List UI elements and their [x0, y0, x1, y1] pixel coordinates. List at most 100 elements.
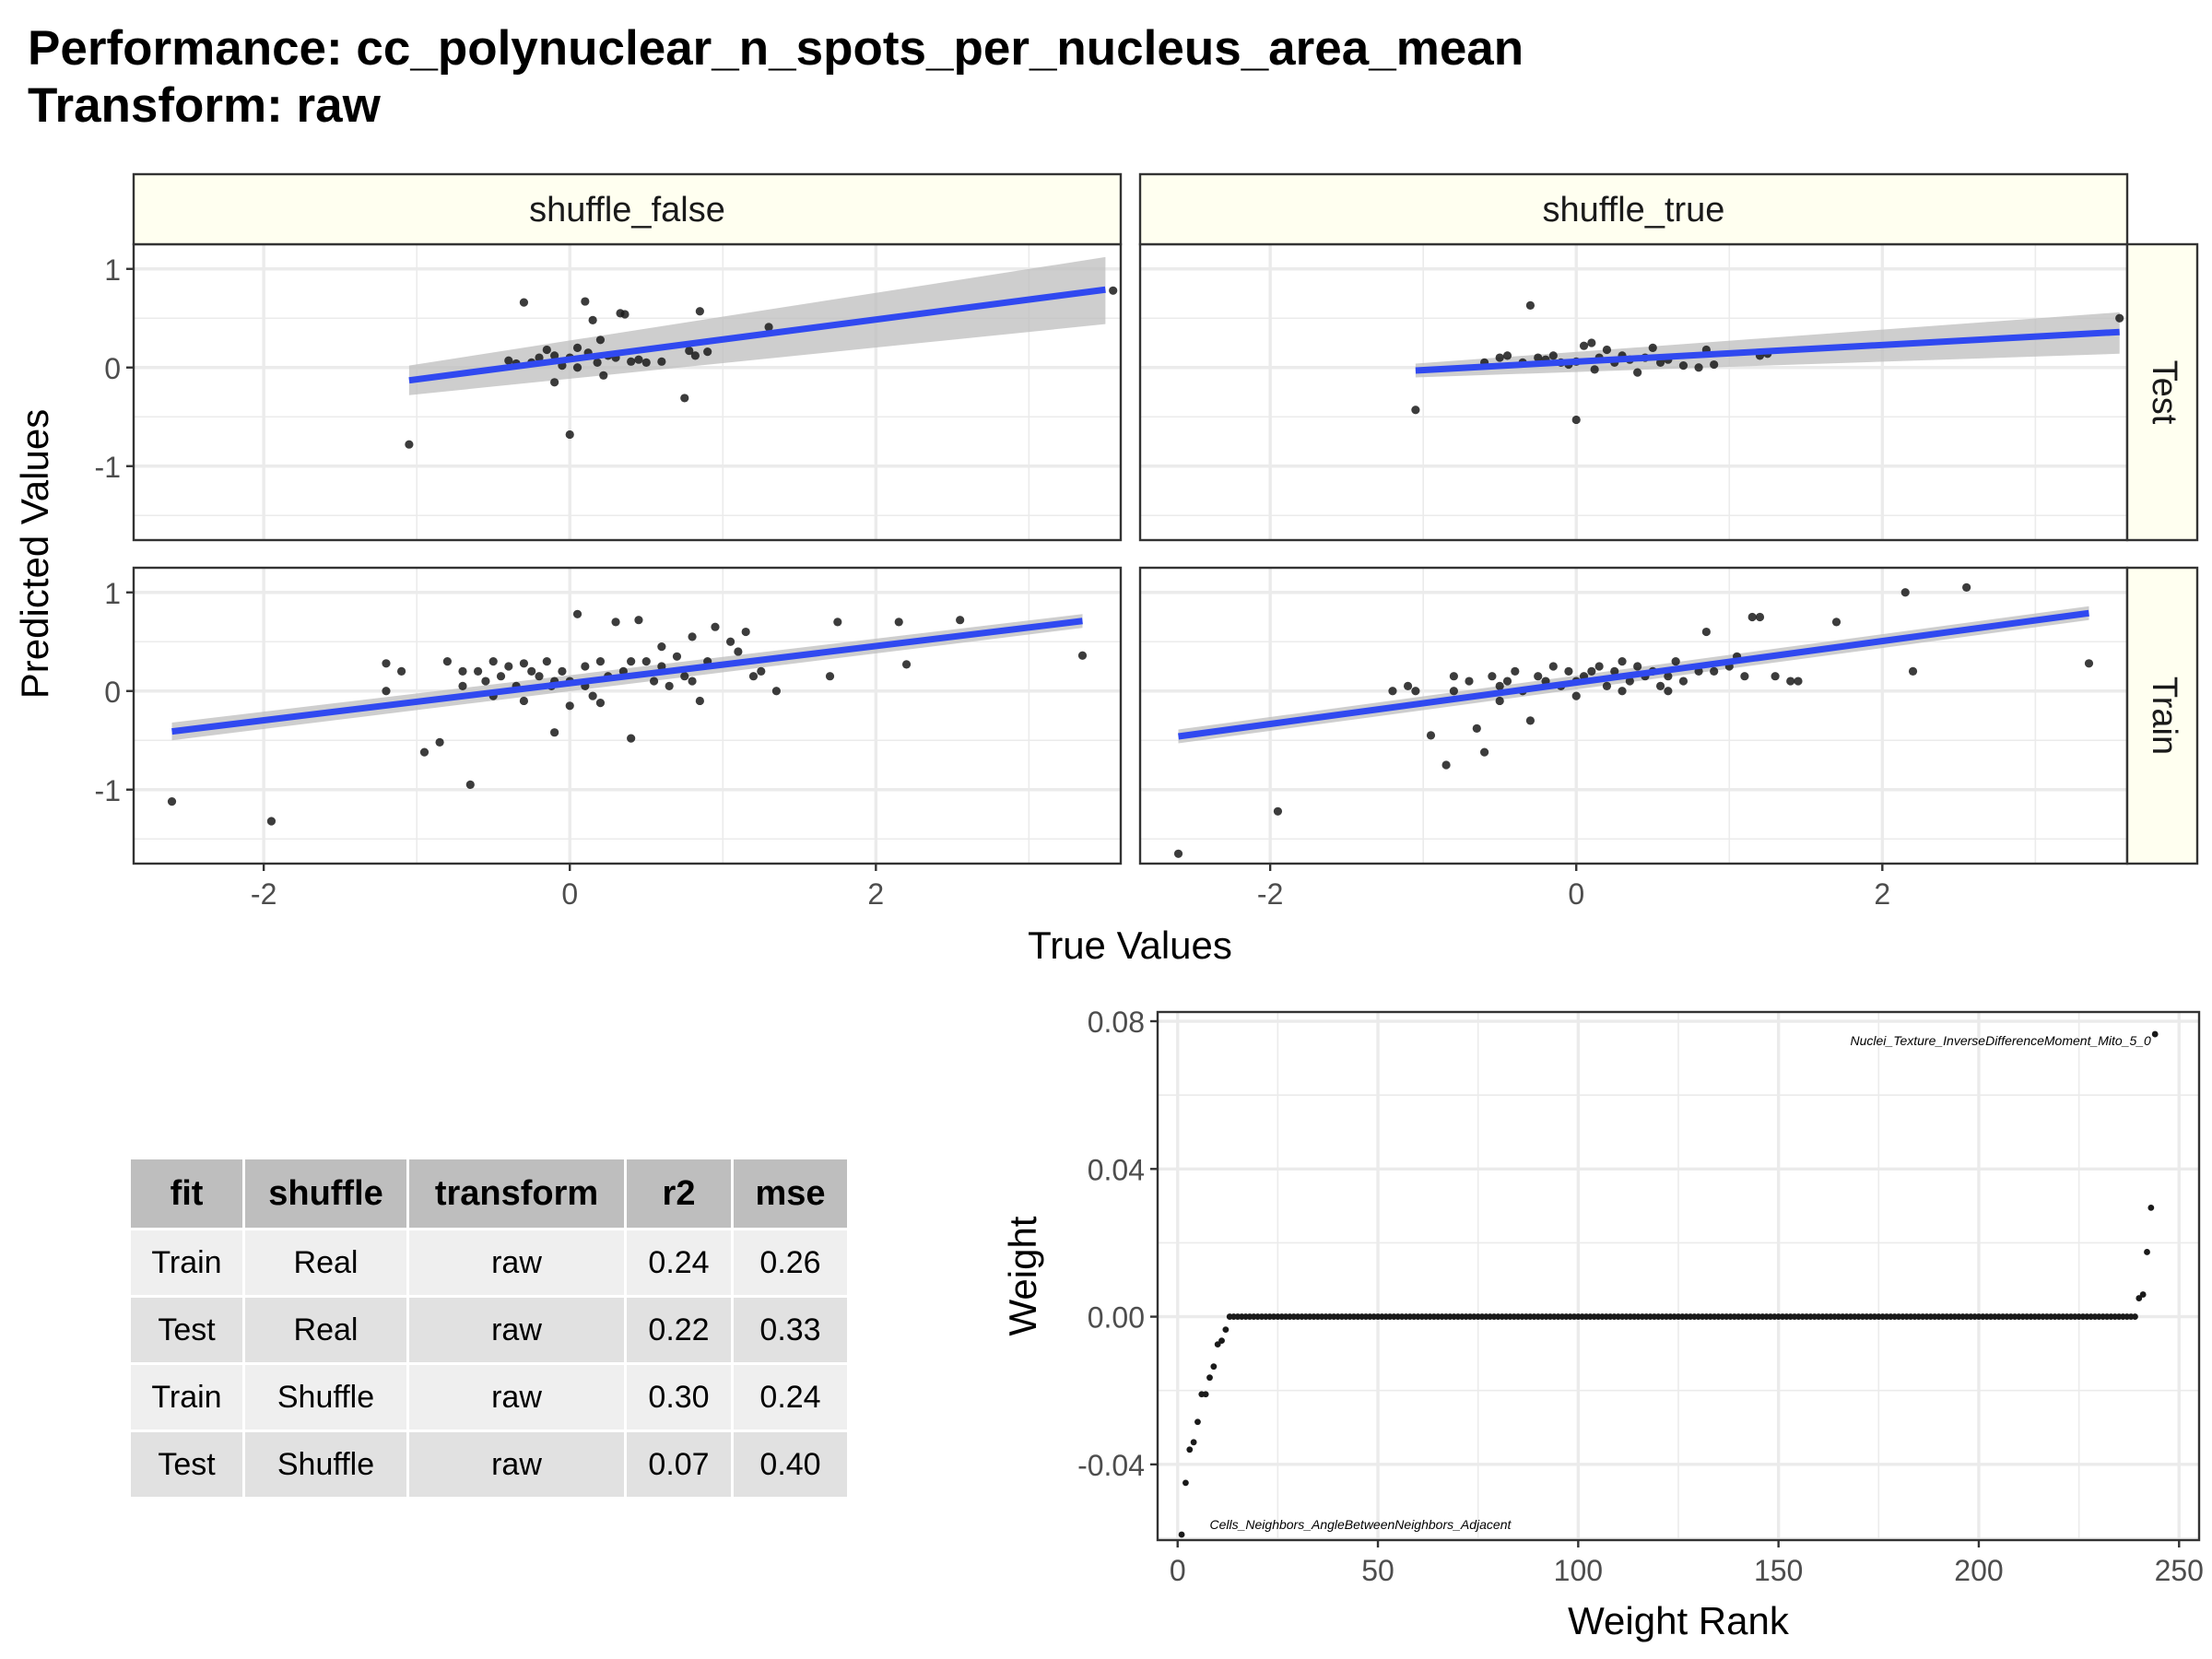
data-point [519, 696, 529, 706]
strip-background [2125, 566, 2199, 865]
table-cell: raw [409, 1298, 627, 1365]
data-point [2084, 659, 2094, 668]
table-cell: Train [131, 1230, 245, 1298]
data-point [725, 637, 735, 646]
x-tick-label: 0 [1568, 877, 1584, 911]
data-point [1525, 716, 1535, 725]
facet-strip-shuffle_true: shuffle_true [1138, 172, 2129, 246]
data-point [1495, 681, 1504, 691]
data-point [1747, 612, 1757, 622]
x-tick-label: 0 [1170, 1554, 1186, 1587]
data-point [167, 796, 177, 806]
table-header-r2: r2 [627, 1159, 734, 1230]
data-point [688, 632, 697, 641]
data-point [1109, 286, 1118, 295]
data-point [627, 734, 636, 743]
facet-row-label: Test [2145, 360, 2183, 425]
data-point [1511, 666, 1520, 676]
table-header-shuffle: shuffle [245, 1159, 409, 1230]
data-point [695, 696, 704, 706]
table-row: Test Shuffle raw 0.07 0.40 [131, 1432, 850, 1500]
table-cell: Real [245, 1298, 409, 1365]
data-point [771, 687, 781, 696]
data-point [1480, 747, 1489, 757]
metrics-table: fit shuffle transform r2 mse Train Real … [131, 1159, 850, 1500]
data-point [649, 677, 659, 686]
panel-background [1140, 244, 2127, 540]
weight-point [1214, 1341, 1221, 1348]
y-tick-label: 1 [104, 253, 121, 287]
table-row: Train Real raw 0.24 0.26 [131, 1230, 850, 1298]
data-point [435, 737, 444, 747]
y-tick-label: 0 [104, 676, 121, 709]
facet-plot: -1 0 1 -1 0 1 -2 0 2 -2 0 2 shuffle_false shuffle_tru… [13, 172, 2199, 967]
data-point [1077, 651, 1088, 660]
y-tick-label: 0 [104, 352, 121, 385]
data-point [1495, 353, 1504, 362]
x-axis-title: True Values [1028, 924, 1232, 967]
data-point [1908, 666, 1918, 676]
table-row: Test Real raw 0.22 0.33 [131, 1298, 850, 1365]
data-point [688, 677, 697, 686]
weight-point [2151, 1030, 2159, 1038]
data-point [1564, 666, 1573, 676]
x-tick-label: 2 [1874, 877, 1890, 911]
data-point [1771, 672, 1780, 681]
title-line-1: Performance: cc_polynuclear_n_spots_per_… [28, 21, 1524, 76]
data-point [1694, 363, 1703, 372]
data-point [1602, 345, 1612, 355]
y-axis-title: Weight [1001, 1216, 1044, 1335]
data-point [1534, 353, 1543, 362]
data-point [711, 622, 720, 631]
data-point [1602, 681, 1612, 691]
data-point [1449, 687, 1458, 696]
weight-point [1210, 1363, 1218, 1371]
data-point [1502, 351, 1512, 360]
data-point [572, 363, 582, 372]
data-point [1590, 365, 1599, 374]
data-point [956, 616, 965, 625]
facet-strip-shuffle_false: shuffle_false [132, 172, 1123, 246]
data-point [419, 747, 429, 757]
data-point [695, 307, 704, 316]
facet-strip-train: Train [2125, 566, 2199, 865]
data-point [757, 666, 766, 676]
data-point [565, 701, 574, 711]
data-point [690, 351, 700, 360]
table-header-mse: mse [734, 1159, 850, 1230]
data-point [748, 672, 759, 681]
table-cell: 0.22 [627, 1298, 734, 1365]
data-point [680, 672, 689, 681]
data-point [1710, 359, 1719, 370]
x-tick-label: 100 [1554, 1554, 1603, 1587]
facet-panel-shuffle_true-test [1138, 242, 2129, 542]
facet-column-label: shuffle_false [529, 191, 725, 229]
data-point [504, 662, 513, 671]
data-point [901, 660, 912, 669]
data-point [1449, 672, 1458, 681]
table-cell: raw [409, 1230, 627, 1298]
data-point [1534, 672, 1543, 681]
data-point [1701, 627, 1711, 637]
data-point [458, 666, 467, 676]
data-point [1465, 677, 1474, 686]
data-point [442, 657, 452, 666]
data-point [558, 666, 567, 676]
y-axis-title: Predicted Values [13, 409, 56, 699]
data-point [825, 672, 835, 681]
regression-line [1415, 328, 2120, 374]
data-point [1411, 406, 1420, 415]
table-cell: 0.24 [734, 1365, 850, 1432]
y-tick-label: -1 [95, 774, 121, 807]
data-point [657, 642, 666, 652]
x-tick-label: -2 [1257, 877, 1283, 911]
data-point [519, 659, 529, 668]
data-point [627, 657, 636, 666]
title-line-2: Transform: raw [28, 78, 381, 133]
facet-panel-shuffle_false-train: -1 0 1 -2 0 2 [95, 566, 1123, 911]
feature-annotation: Cells_Neighbors_AngleBetweenNeighbors_Ad… [1210, 1517, 1512, 1532]
data-point [458, 681, 467, 691]
x-tick-label: 0 [561, 877, 578, 911]
data-point [1571, 415, 1581, 425]
weight-point [2139, 1291, 2147, 1298]
